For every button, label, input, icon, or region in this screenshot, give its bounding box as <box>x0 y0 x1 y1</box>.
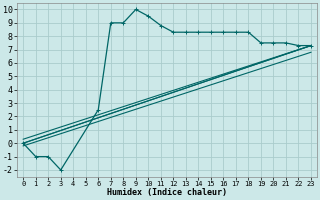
X-axis label: Humidex (Indice chaleur): Humidex (Indice chaleur) <box>107 188 227 197</box>
